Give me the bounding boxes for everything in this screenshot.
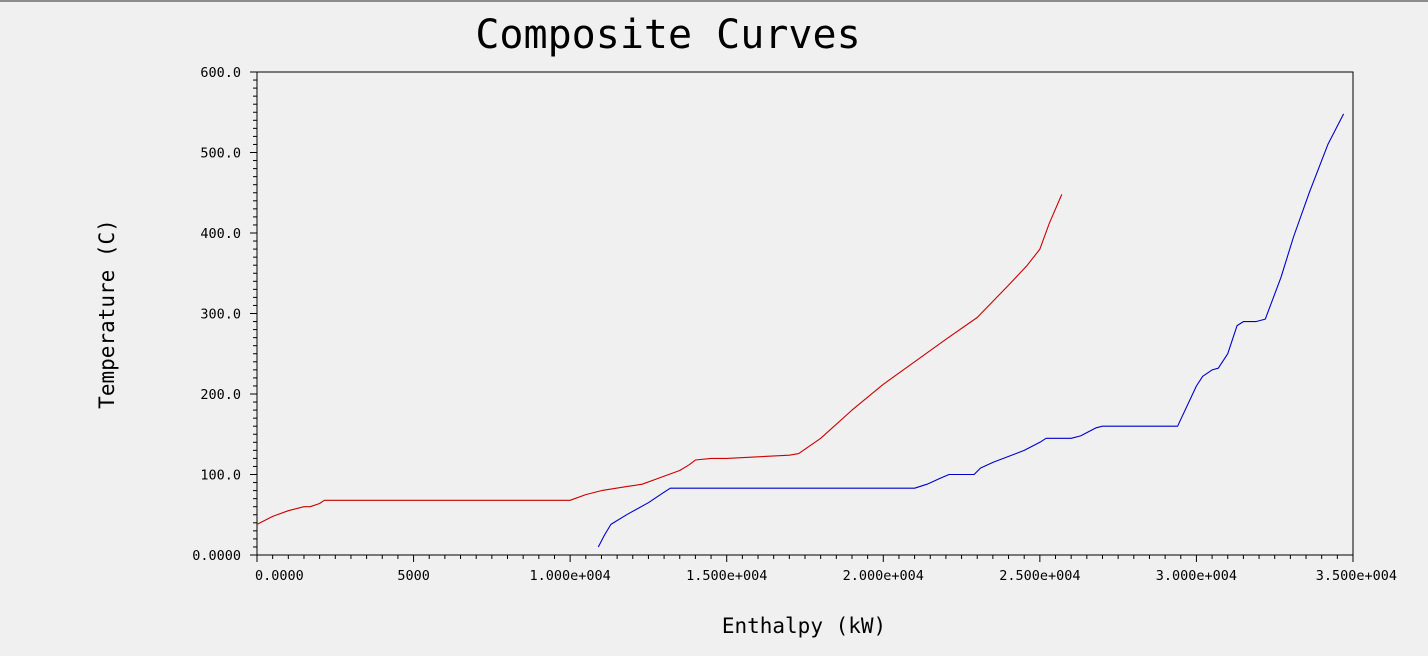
y-tick-labels: 0.0000 100.0 200.0 300.0 400.0 500.0 600.0	[192, 65, 241, 564]
x-tick-label: 1.500e+004	[686, 568, 767, 584]
x-tick-label: 2.000e+004	[843, 568, 924, 584]
x-tick-label: 5000	[397, 568, 430, 584]
plot-area-frame	[256, 71, 1354, 556]
y-tick-label: 100.0	[200, 468, 241, 484]
chart-title: Composite Curves	[475, 12, 860, 58]
y-tick-label: 500.0	[200, 146, 241, 162]
y-tick-label: 0.0000	[192, 548, 241, 564]
x-tick-label: 3.500e+004	[1316, 568, 1397, 584]
x-axis-title: Enthalpy (kW)	[722, 614, 886, 638]
y-tick-label: 300.0	[200, 307, 241, 323]
axis-ticks	[250, 71, 1354, 562]
y-tick-label: 400.0	[200, 226, 241, 242]
x-tick-label: 0.0000	[255, 568, 304, 584]
y-axis-title: Temperature (C)	[95, 219, 119, 409]
x-tick-label: 1.000e+004	[530, 568, 611, 584]
x-tick-labels: 0.0000 5000 1.000e+004 1.500e+004 2.000e+004…	[255, 568, 1397, 584]
y-tick-label: 200.0	[200, 387, 241, 403]
x-tick-label: 3.000e+004	[1156, 568, 1237, 584]
cold-composite-curve	[597, 113, 1345, 548]
x-tick-label: 2.500e+004	[999, 568, 1080, 584]
window-top-border	[0, 0, 1428, 2]
y-tick-label: 600.0	[200, 65, 241, 81]
hot-composite-curve	[256, 194, 1063, 525]
data-series	[256, 113, 1345, 548]
